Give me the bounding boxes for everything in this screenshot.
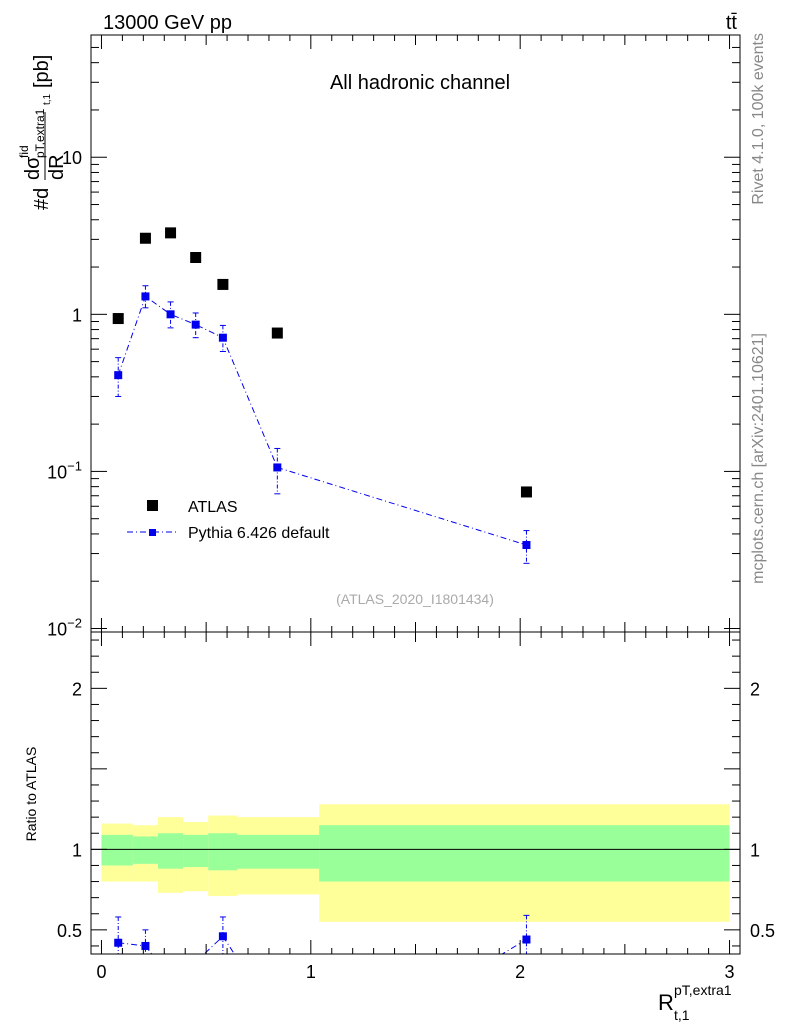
- ratio-band-inner: [132, 836, 158, 864]
- energy-label: 13000 GeV pp: [103, 12, 232, 34]
- main-watermark: (ATLAS_2020_I1801434): [336, 591, 494, 607]
- pythia-point: [522, 541, 531, 550]
- atlas-point: [217, 278, 229, 290]
- atlas-point: [271, 327, 283, 339]
- x-tick-label: 1: [306, 962, 316, 982]
- atlas-point: [165, 227, 177, 239]
- atlas-point: [520, 486, 532, 498]
- ratio-pythia-point: [114, 938, 123, 947]
- ratio-y-tick-label: 0.5: [57, 921, 82, 941]
- y-tick-label: 1: [72, 305, 82, 325]
- xlabel-sup: pT,extra1: [674, 982, 732, 998]
- ylabel-numerator: dσ: [22, 156, 44, 180]
- y-tick-label: 10−1: [47, 458, 82, 482]
- side-label-top: Rivet 4.1.0, 100k events: [750, 33, 767, 205]
- main-panel: 10−2 10−1 1 10 All hadronic channel (ATLAS_…: [17, 34, 741, 640]
- x-tick-label: 2: [515, 962, 525, 982]
- ylabel-num-sub2: t,1: [42, 93, 53, 105]
- pythia-series-line: [117, 295, 527, 546]
- ratio-y-tick-label: 1: [72, 840, 82, 860]
- ratio-panel: 0.5 0.5 1 1 2 2 0 1 2 3 Ratio to ATLAS R pT,extra…: [23, 631, 775, 1023]
- y-tick-label: 10−2: [47, 616, 82, 640]
- ratio-pythia-line: [203, 935, 224, 954]
- ylabel-units: [pb]: [31, 55, 53, 88]
- ylabel-prefix: #d: [31, 188, 53, 210]
- pythia-point: [141, 292, 150, 301]
- pythia-point: [191, 320, 200, 329]
- ylabel-num-sup: fid: [17, 145, 31, 158]
- ratio-y-tick-label-right: 2: [750, 679, 760, 699]
- x-tick-label: 0: [96, 962, 106, 982]
- ratio-pythia-line: [501, 939, 527, 954]
- ratio-y-tick-label-right: 1: [750, 840, 760, 860]
- main-frame: [90, 34, 741, 633]
- ratio-ylabel: Ratio to ATLAS: [23, 747, 39, 842]
- atlas-point: [190, 252, 202, 264]
- atlas-point: [112, 313, 124, 325]
- ylabel-denominator: dR: [46, 154, 68, 180]
- ylabel-num-sub: pT,extra1: [33, 108, 47, 158]
- ratio-y-tick-label: 2: [72, 679, 82, 699]
- atlas-point: [139, 232, 151, 244]
- pythia-point: [218, 333, 227, 342]
- xlabel-main: R: [658, 990, 674, 1015]
- main-ylabel: #d dσ fid pT,extra1 t,1 dR [pb]: [17, 55, 68, 210]
- ratio-band-inner: [157, 833, 184, 869]
- pythia-point: [273, 463, 282, 472]
- x-tick-label: 3: [725, 962, 735, 982]
- ratio-band-inner: [237, 834, 320, 869]
- legend-pythia-marker: [149, 529, 156, 536]
- ratio-band-inner: [101, 834, 133, 866]
- legend-atlas-marker: [147, 500, 158, 511]
- process-label: tt̄: [726, 12, 738, 34]
- side-label-bottom: mcplots.cern.ch [arXiv:2401.10621]: [750, 333, 767, 584]
- y-tick-label: 10: [62, 148, 82, 168]
- ratio-band-inner: [208, 833, 238, 871]
- ratio-pythia-point: [522, 935, 531, 944]
- legend-pythia-label: Pythia 6.426 default: [188, 525, 330, 542]
- ratio-band-inner: [183, 834, 209, 868]
- ratio-pythia-point: [218, 932, 227, 941]
- ratio-xlabel: R pT,extra1 t,1: [658, 982, 732, 1023]
- ratio-pythia-line: [222, 936, 236, 954]
- legend-atlas-label: ATLAS: [188, 499, 238, 516]
- ratio-y-tick-label-right: 0.5: [750, 921, 775, 941]
- xlabel-sub: t,1: [674, 1007, 690, 1023]
- pythia-point: [166, 310, 175, 319]
- ratio-pythia-line: [118, 942, 146, 947]
- main-title: All hadronic channel: [330, 72, 510, 94]
- ratio-band-inner: [319, 825, 730, 882]
- legend: ATLAS Pythia 6.426 default: [127, 499, 330, 542]
- ratio-pythia-point: [141, 941, 150, 950]
- pythia-point: [114, 371, 123, 380]
